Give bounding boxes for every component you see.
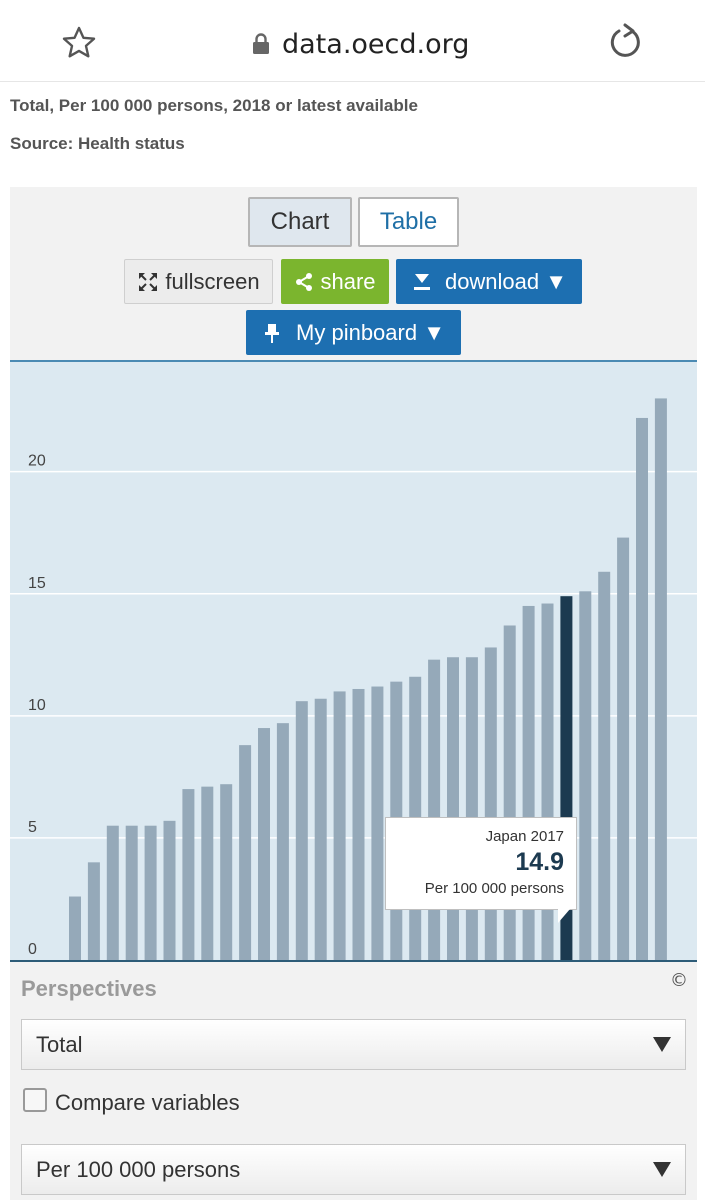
bar bbox=[636, 417, 648, 960]
chart-plot: 0 5 10 15 20 bbox=[10, 398, 697, 960]
bar bbox=[465, 657, 478, 960]
chart-source: Source: Health status bbox=[10, 134, 185, 153]
y-tick-label: 20 bbox=[28, 453, 46, 470]
download-icon bbox=[413, 273, 430, 290]
chart-subtitle: Total, Per 100 000 persons, 2018 or late… bbox=[10, 96, 418, 115]
share-icon bbox=[296, 272, 313, 291]
bar bbox=[87, 862, 100, 960]
bar bbox=[654, 398, 667, 960]
tooltip-unit: Per 100 000 persons bbox=[424, 880, 564, 897]
bar bbox=[579, 591, 592, 960]
chart-tooltip: Japan 2017 14.9 Per 100 000 persons bbox=[385, 817, 577, 923]
bar bbox=[144, 825, 157, 960]
perspective-selected: Total bbox=[36, 1031, 83, 1057]
tooltip-value: 14.9 bbox=[515, 848, 564, 876]
bar bbox=[163, 820, 176, 960]
dropdown-caret-icon bbox=[653, 1037, 671, 1052]
pinboard-label: My pinboard ▼ bbox=[296, 319, 445, 345]
download-button[interactable]: download ▼ bbox=[396, 259, 582, 304]
fullscreen-icon bbox=[139, 272, 158, 291]
bar bbox=[484, 647, 497, 960]
y-tick-label: 5 bbox=[28, 819, 37, 836]
bar bbox=[69, 896, 81, 960]
bar-chart: 0 5 10 15 20 Japan 2017 14.9 Per 100 000 per… bbox=[10, 360, 697, 962]
bar bbox=[352, 688, 365, 960]
bar bbox=[220, 784, 233, 960]
pin-icon bbox=[265, 323, 280, 343]
dropdown-caret-icon bbox=[653, 1162, 671, 1177]
chart-tab[interactable]: Chart bbox=[248, 197, 352, 247]
y-tick-label: 10 bbox=[28, 697, 46, 714]
copyright-icon[interactable]: © bbox=[670, 970, 688, 991]
y-tick-label: 0 bbox=[28, 941, 37, 958]
share-label: share bbox=[320, 268, 376, 294]
bar bbox=[617, 537, 630, 960]
chart-panel: Chart Table fullscreen share download ▼ … bbox=[10, 187, 697, 1200]
bar bbox=[371, 686, 384, 960]
bar bbox=[106, 825, 119, 960]
bar bbox=[182, 789, 195, 960]
bar bbox=[125, 825, 138, 960]
bar bbox=[276, 723, 289, 960]
download-label: download ▼ bbox=[444, 268, 568, 294]
reload-icon[interactable] bbox=[606, 22, 646, 62]
url-text: data.oecd.org bbox=[282, 28, 470, 60]
tooltip-title: Japan 2017 bbox=[485, 828, 564, 845]
pinboard-button[interactable]: My pinboard ▼ bbox=[246, 310, 461, 355]
fullscreen-button[interactable]: fullscreen bbox=[124, 259, 273, 304]
bar bbox=[447, 657, 459, 960]
lock-icon bbox=[253, 33, 269, 54]
compare-variables-checkbox[interactable] bbox=[23, 1088, 47, 1112]
browser-bar: data.oecd.org bbox=[0, 0, 705, 82]
unit-select[interactable]: Per 100 000 persons bbox=[21, 1144, 686, 1195]
fullscreen-label: fullscreen bbox=[165, 268, 260, 294]
bar bbox=[333, 691, 346, 960]
bar bbox=[258, 728, 270, 960]
bar bbox=[428, 659, 441, 960]
bar bbox=[598, 571, 611, 960]
bar bbox=[295, 701, 308, 960]
unit-selected: Per 100 000 persons bbox=[36, 1156, 241, 1182]
y-tick-label: 15 bbox=[28, 575, 46, 592]
perspectives-heading: Perspectives bbox=[21, 976, 157, 1001]
table-tab[interactable]: Table bbox=[358, 197, 459, 247]
address-bar[interactable]: data.oecd.org bbox=[250, 24, 469, 64]
share-button[interactable]: share bbox=[281, 259, 389, 304]
perspective-select[interactable]: Total bbox=[21, 1019, 686, 1070]
compare-variables-label: Compare variables bbox=[55, 1090, 240, 1115]
bar bbox=[314, 698, 327, 960]
bar bbox=[239, 745, 252, 960]
bar bbox=[201, 786, 214, 960]
bookmark-star-icon[interactable] bbox=[60, 24, 98, 62]
